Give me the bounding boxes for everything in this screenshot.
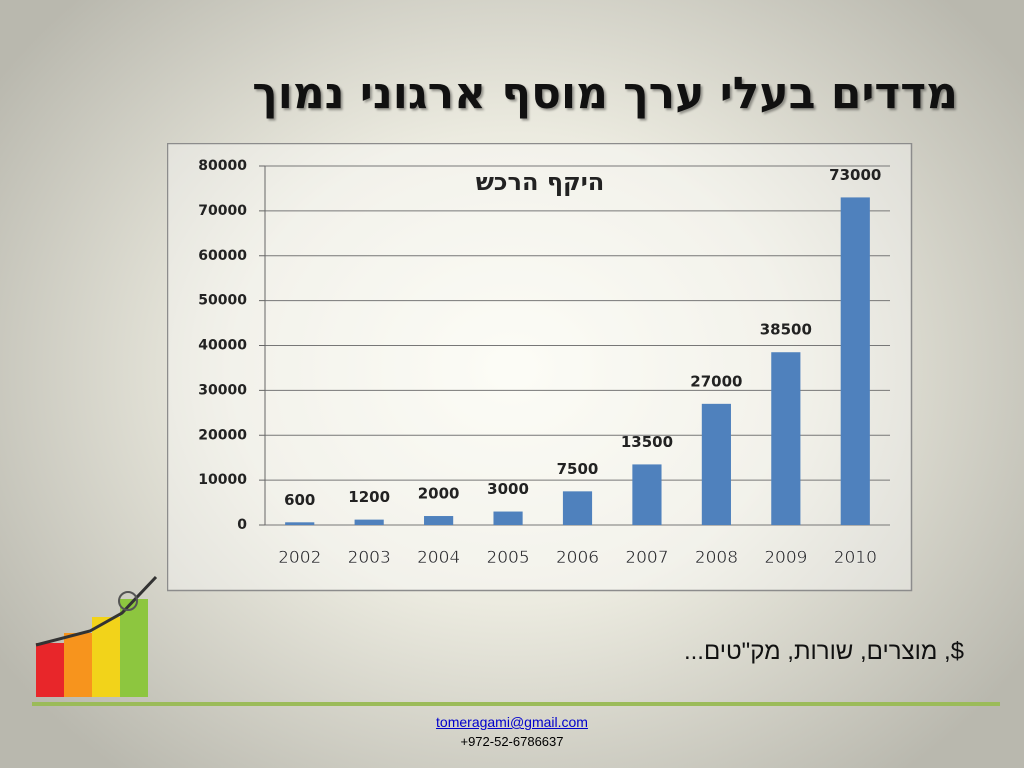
caption: $, מוצרים, שורות, מק"טים... <box>683 638 964 665</box>
data-label: 27000 <box>690 372 742 390</box>
chart-title: היקף הרכש <box>476 168 605 196</box>
y-tick-label: 40000 <box>198 338 247 354</box>
x-tick-label: 2008 <box>695 548 738 568</box>
logo-block <box>92 617 120 697</box>
x-tick-label: 2010 <box>834 548 877 568</box>
bar <box>354 519 384 525</box>
data-label: 2000 <box>418 485 460 503</box>
logo-arrow <box>35 575 158 647</box>
y-tick-label: 70000 <box>198 203 247 219</box>
data-label: 600 <box>284 491 315 509</box>
phone: +972-52-6786637 <box>460 734 564 749</box>
chart: היקף הרכש 0 10000 20000 30000 40000 50000 6000… <box>167 143 913 592</box>
x-tick-label: 2005 <box>486 548 529 568</box>
y-tick-label: 50000 <box>198 293 247 309</box>
logo <box>35 575 158 697</box>
bar <box>771 352 801 525</box>
bar <box>424 516 454 525</box>
data-label: 3000 <box>487 480 529 498</box>
y-tick-label: 30000 <box>198 382 247 398</box>
y-tick-label: 60000 <box>198 248 247 264</box>
slide-title: מדדים בעלי ערך מוסף ארגוני נמוך <box>252 68 958 119</box>
divider <box>32 702 1000 706</box>
email-link[interactable]: tomeragami@gmail.com <box>436 714 588 730</box>
y-tick-label: 10000 <box>198 472 247 488</box>
data-label: 1200 <box>348 488 390 506</box>
bar <box>840 197 870 525</box>
bar <box>632 464 662 525</box>
y-tick-label: 20000 <box>198 427 247 443</box>
y-tick-label: 0 <box>237 517 247 533</box>
bar <box>562 491 593 525</box>
x-tick-label: 2007 <box>625 548 668 568</box>
x-tick-label: 2004 <box>417 548 460 568</box>
data-label: 7500 <box>557 460 599 478</box>
data-label: 73000 <box>829 166 881 184</box>
bar <box>493 511 523 525</box>
logo-scissors <box>118 591 138 611</box>
bar <box>285 522 315 525</box>
data-label: 38500 <box>760 321 812 339</box>
y-tick-label: 80000 <box>198 158 247 174</box>
x-tick-label: 2002 <box>278 548 321 568</box>
data-label: 13500 <box>621 433 673 451</box>
x-tick-label: 2003 <box>348 548 391 568</box>
bar <box>701 403 731 525</box>
x-tick-label: 2006 <box>556 548 599 568</box>
logo-block <box>36 643 64 697</box>
logo-block <box>64 633 92 697</box>
x-tick-label: 2009 <box>764 548 807 568</box>
logo-block <box>120 599 148 697</box>
